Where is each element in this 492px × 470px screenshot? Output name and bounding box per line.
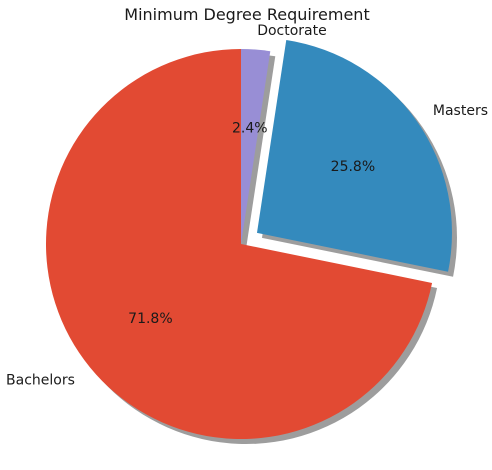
pie-value-masters: 25.8% [331, 159, 375, 175]
pie-label-doctorate: Doctorate [257, 23, 327, 39]
pie-labels: Doctorate 2.4% Masters 25.8% Bachelors 71.8% [6, 23, 488, 389]
pie-slices [45, 40, 452, 440]
pie-slice-masters [256, 40, 452, 272]
pie-slice-bachelors [45, 49, 433, 440]
pie-slice-doctorate [241, 49, 271, 244]
chart-title: Minimum Degree Requirement [124, 5, 369, 24]
pie-label-masters: Masters [433, 103, 488, 119]
pie-value-doctorate: 2.4% [232, 120, 268, 136]
pie-value-bachelors: 71.8% [128, 311, 172, 327]
pie-label-bachelors: Bachelors [6, 373, 75, 389]
